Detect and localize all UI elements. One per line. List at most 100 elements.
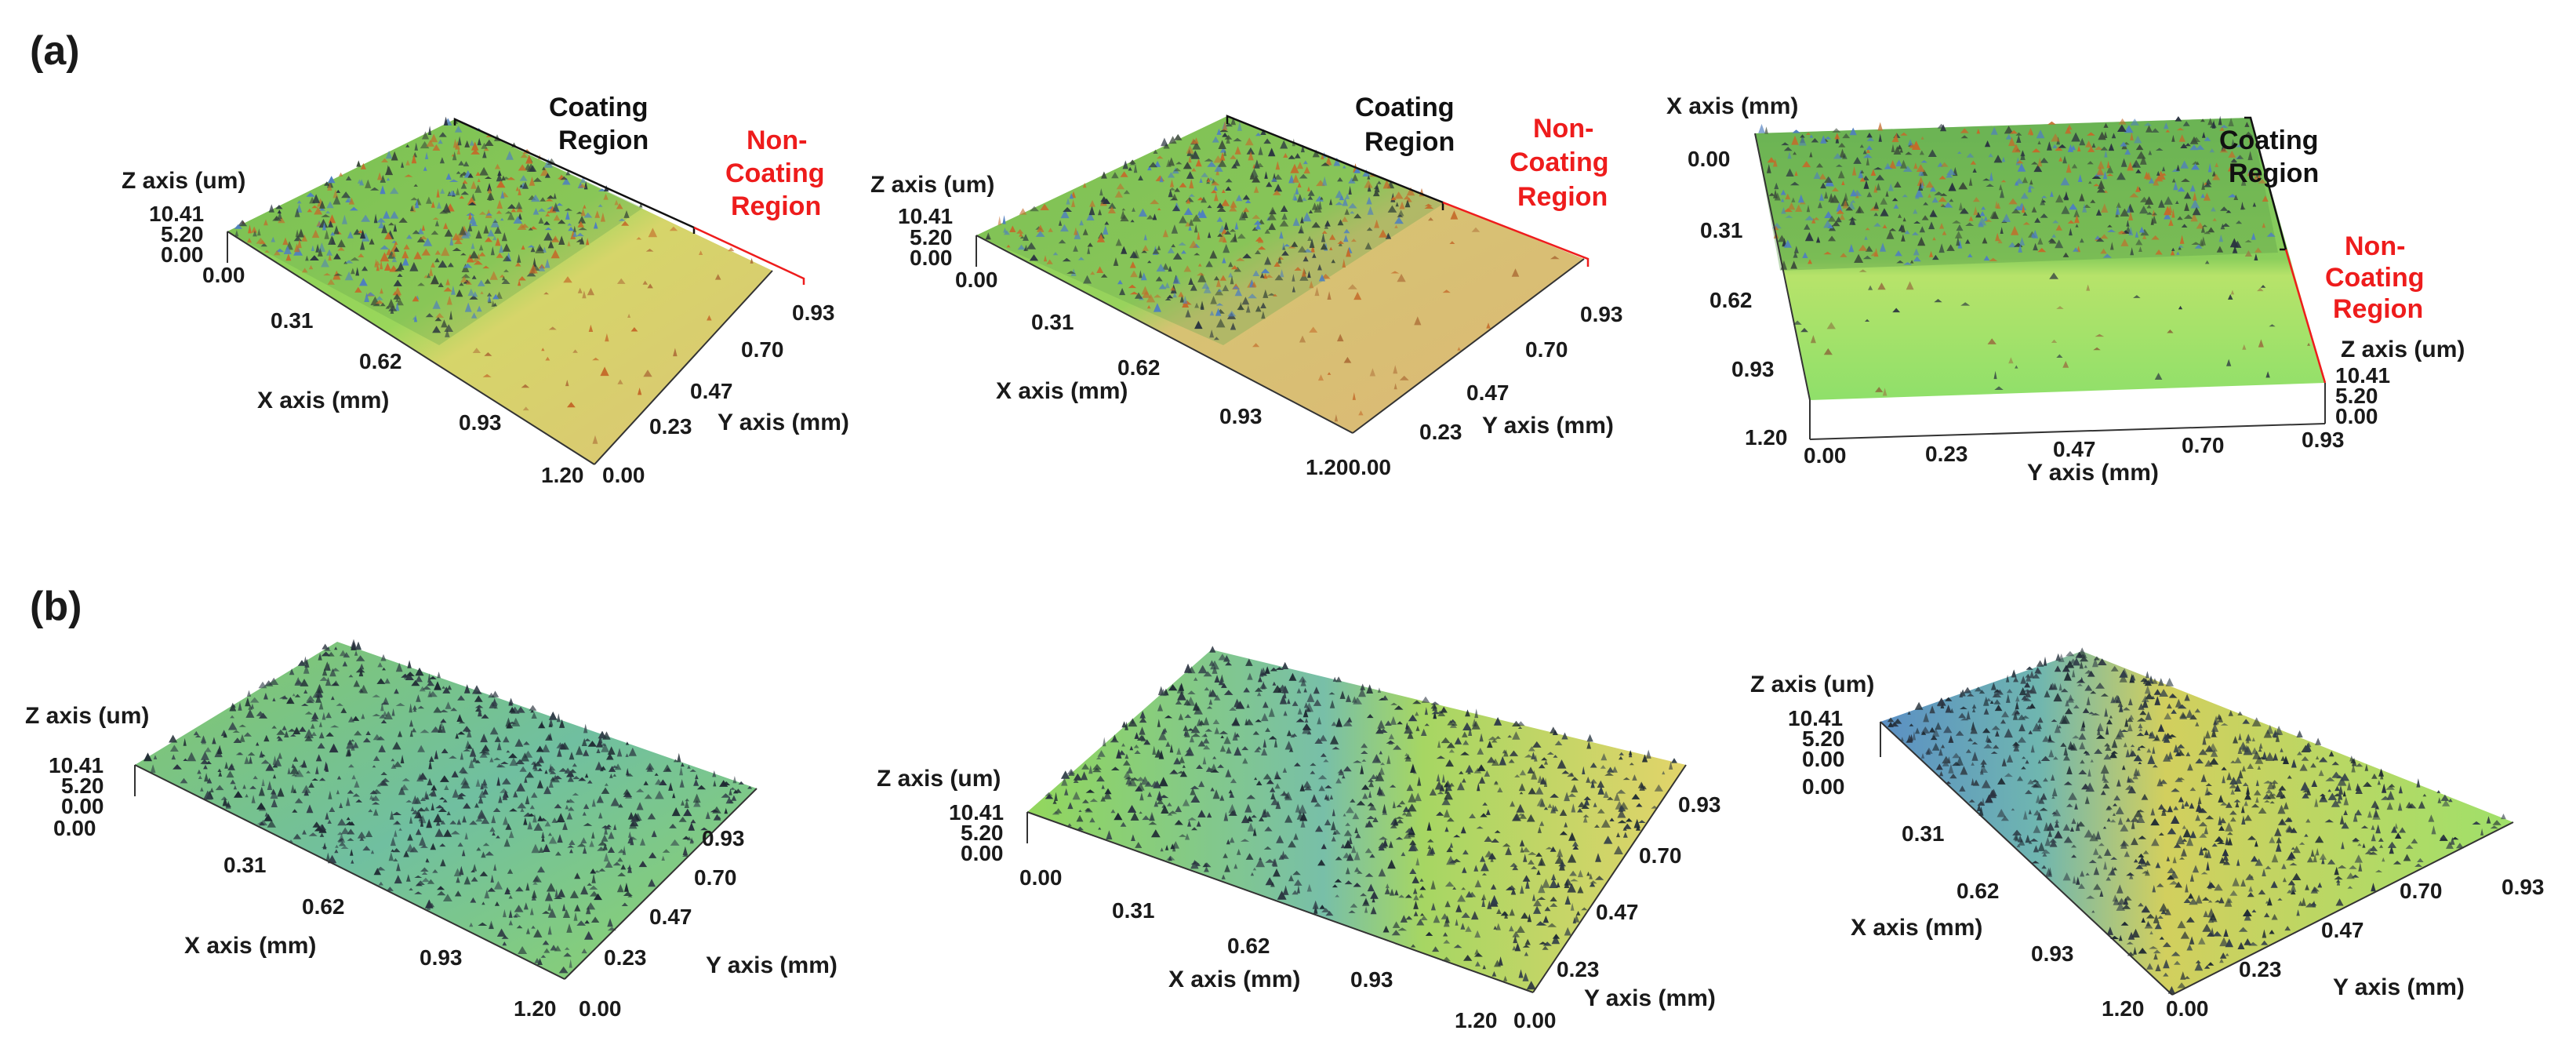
- surface-spike: [1120, 821, 1127, 827]
- surface-spike: [1201, 734, 1208, 737]
- surface-spike: [2010, 129, 2018, 134]
- surface-spike: [1225, 178, 1233, 183]
- surface-spike: [537, 815, 543, 821]
- surface-spike: [1140, 272, 1147, 281]
- surface-spike: [1766, 164, 1771, 173]
- surface-spike: [1130, 812, 1139, 821]
- surface-spike: [2101, 203, 2109, 213]
- surface-spike: [501, 279, 510, 284]
- surface-spike: [1234, 863, 1238, 869]
- surface-spike: [1004, 230, 1010, 235]
- surface-spike: [1960, 766, 1968, 775]
- surface-spike: [1092, 767, 1102, 773]
- surface-spike: [1940, 162, 1949, 167]
- surface-spike: [1211, 189, 1218, 194]
- surface-spike: [1335, 676, 1342, 683]
- surface-spike: [403, 850, 409, 857]
- surface-spike: [1292, 890, 1299, 895]
- surface-spike: [1125, 753, 1129, 759]
- surface-spike: [377, 662, 383, 668]
- surface-spike: [1367, 206, 1374, 215]
- surface-spike: [1337, 333, 1344, 342]
- surface-spike: [1547, 923, 1557, 927]
- surface-spike: [722, 781, 731, 785]
- surface-spike: [311, 205, 318, 209]
- surface-spike: [1533, 905, 1542, 914]
- surface-spike: [405, 144, 410, 147]
- surface-spike: [1571, 784, 1579, 793]
- surface-spike: [603, 853, 609, 862]
- surface-spike: [1854, 253, 1864, 263]
- surface-spike: [2017, 163, 2026, 172]
- surface-spike: [518, 946, 528, 954]
- surface-spike: [1590, 778, 1597, 784]
- surface-spike: [325, 852, 330, 861]
- surface-spike: [271, 788, 277, 795]
- surface-spike: [572, 792, 580, 796]
- surface-spike: [2246, 785, 2250, 795]
- surface-spike: [1367, 883, 1375, 892]
- surface-spike: [1210, 660, 1219, 670]
- surface-spike: [202, 761, 209, 765]
- surface-spike: [481, 851, 486, 858]
- surface-spike: [1906, 281, 1914, 290]
- surface-spike: [2171, 951, 2181, 956]
- surface-spike: [1844, 192, 1848, 201]
- surface-spike: [1209, 310, 1215, 316]
- surface-spike: [670, 839, 680, 846]
- surface-spike: [1294, 763, 1301, 766]
- surface-spike: [2269, 801, 2275, 804]
- surface-spike: [1147, 792, 1152, 797]
- surface-spike: [380, 245, 390, 249]
- surface-spike: [327, 663, 331, 671]
- surface-spike: [2185, 916, 2195, 923]
- surface-spike: [388, 305, 398, 311]
- surface-spike: [2117, 124, 2127, 132]
- surface-spike: [376, 866, 386, 871]
- surface-spike: [728, 788, 732, 796]
- surface-spike: [318, 721, 322, 727]
- surface-spike: [532, 768, 540, 771]
- surface-spike: [2017, 776, 2023, 781]
- surface-spike: [347, 828, 355, 835]
- surface-spike: [1263, 738, 1267, 748]
- surface-spike: [600, 766, 604, 772]
- surface-spike: [1983, 216, 1989, 221]
- surface-spike: [1798, 137, 1807, 146]
- surface-spike: [578, 184, 587, 188]
- surface-spike: [581, 737, 587, 746]
- surface-spike: [537, 208, 546, 212]
- surface-spike: [572, 776, 580, 780]
- surface-spike: [263, 814, 273, 821]
- surface-spike: [1902, 166, 1913, 172]
- surface-spike: [2178, 245, 2184, 248]
- surface-a1: [227, 119, 772, 464]
- surface-spike: [2100, 790, 2106, 796]
- surface-spike: [1433, 710, 1437, 719]
- surface-spike: [311, 731, 317, 736]
- surface-spike: [2195, 814, 2201, 821]
- surface-spike: [2167, 805, 2173, 813]
- surface-spike: [540, 720, 544, 728]
- surface-spike: [2138, 902, 2144, 907]
- surface-spike: [2099, 890, 2104, 897]
- surface-spike: [419, 836, 427, 846]
- surface-spike: [1637, 781, 1645, 788]
- x-axis-title-a3: X axis (mm): [1666, 93, 1798, 119]
- surface-spike: [2144, 685, 2151, 694]
- surface-spike: [401, 162, 405, 168]
- surface-spike: [215, 785, 224, 791]
- surface-spike: [1469, 813, 1476, 818]
- surface-spike: [1972, 708, 1976, 712]
- surface-spike: [2073, 209, 2080, 217]
- surface-spike: [647, 283, 653, 289]
- surface-spike: [1203, 671, 1212, 677]
- surface-spike: [1614, 792, 1620, 801]
- surface-spike: [1909, 142, 1917, 148]
- surface-spike: [479, 871, 489, 876]
- surface-spike: [520, 153, 528, 158]
- surface-spike: [446, 810, 451, 816]
- surface-spike: [376, 217, 386, 223]
- surface-spike: [1255, 687, 1263, 692]
- surface-spike: [417, 228, 424, 235]
